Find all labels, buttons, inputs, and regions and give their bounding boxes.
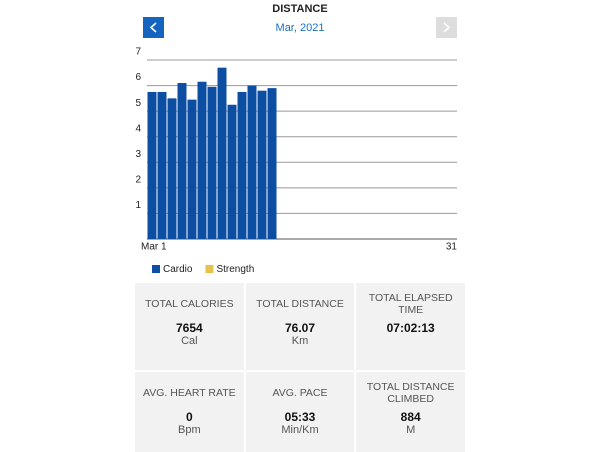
- y-tick-label: 7: [135, 47, 141, 58]
- stat-label: TOTAL ELAPSED TIME: [368, 292, 453, 316]
- stats-panel: TOTAL CALORIES 7654 Cal TOTAL DISTANCE 76.07…: [135, 283, 465, 452]
- chart-subtitle: Mar, 2021: [276, 22, 325, 34]
- x-tick-label: 31: [446, 242, 458, 253]
- stat-label: AVG. HEART RATE: [143, 387, 236, 399]
- stat-label: AVG. PACE: [272, 387, 328, 399]
- legend-swatch: [152, 265, 160, 273]
- chart: DISTANCE Mar, 2021 1 2 3 4 5 6 7 Mar 1 31 Cardio S…: [135, 3, 458, 275]
- bar: [237, 91, 247, 239]
- bar: [187, 99, 197, 239]
- bar: [227, 104, 237, 239]
- chart-title: DISTANCE: [272, 3, 327, 15]
- bar: [197, 81, 207, 239]
- stat-cell: AVG. PACE 05:33 Min/Km: [245, 372, 355, 452]
- bar: [247, 85, 257, 239]
- stat-value: 07:02:13: [386, 321, 435, 335]
- stat-value: 0: [185, 410, 193, 424]
- stat-unit: Cal: [181, 335, 198, 347]
- y-tick-label: 3: [135, 149, 141, 160]
- bar: [267, 88, 277, 239]
- prev-button[interactable]: [143, 17, 164, 38]
- x-tick-label: Mar 1: [141, 242, 167, 253]
- stat-label: TOTAL DISTANCE: [256, 298, 344, 310]
- legend-swatch: [205, 265, 214, 273]
- stat-unit: Min/Km: [281, 424, 319, 436]
- bar: [177, 83, 187, 239]
- stat-unit: M: [406, 424, 416, 436]
- stat-cell: TOTAL DISTANCE CLIMBED 884 M: [356, 372, 465, 452]
- stat-value: 7654: [175, 321, 203, 335]
- stat-unit: Bpm: [178, 424, 201, 436]
- y-tick-label: 5: [135, 98, 141, 109]
- y-tick-label: 1: [135, 200, 141, 211]
- bar: [147, 91, 157, 239]
- stat-value: 05:33: [284, 410, 316, 424]
- bar: [257, 90, 267, 239]
- stat-label: TOTAL DISTANCE CLIMBED: [366, 381, 455, 405]
- y-tick-label: 2: [135, 174, 141, 185]
- bar: [157, 91, 167, 239]
- y-tick-label: 4: [135, 123, 141, 134]
- legend-label: Strength: [216, 264, 254, 275]
- stat-value: 884: [400, 410, 421, 424]
- y-tick-label: 6: [135, 72, 141, 83]
- stat-cell: AVG. HEART RATE 0 Bpm: [135, 372, 244, 452]
- bar: [217, 67, 227, 240]
- stat-value: 76.07: [284, 321, 315, 335]
- stat-label: TOTAL CALORIES: [145, 298, 234, 310]
- stat-cell: TOTAL CALORIES 7654 Cal: [135, 283, 244, 370]
- legend-label: Cardio: [163, 264, 193, 275]
- bar: [207, 86, 217, 239]
- stat-cell: TOTAL ELAPSED TIME 07:02:13: [356, 283, 465, 370]
- bar: [167, 98, 177, 239]
- stat-cell: TOTAL DISTANCE 76.07 Km: [245, 283, 355, 370]
- next-button[interactable]: [436, 17, 457, 38]
- stat-unit: Km: [291, 335, 309, 347]
